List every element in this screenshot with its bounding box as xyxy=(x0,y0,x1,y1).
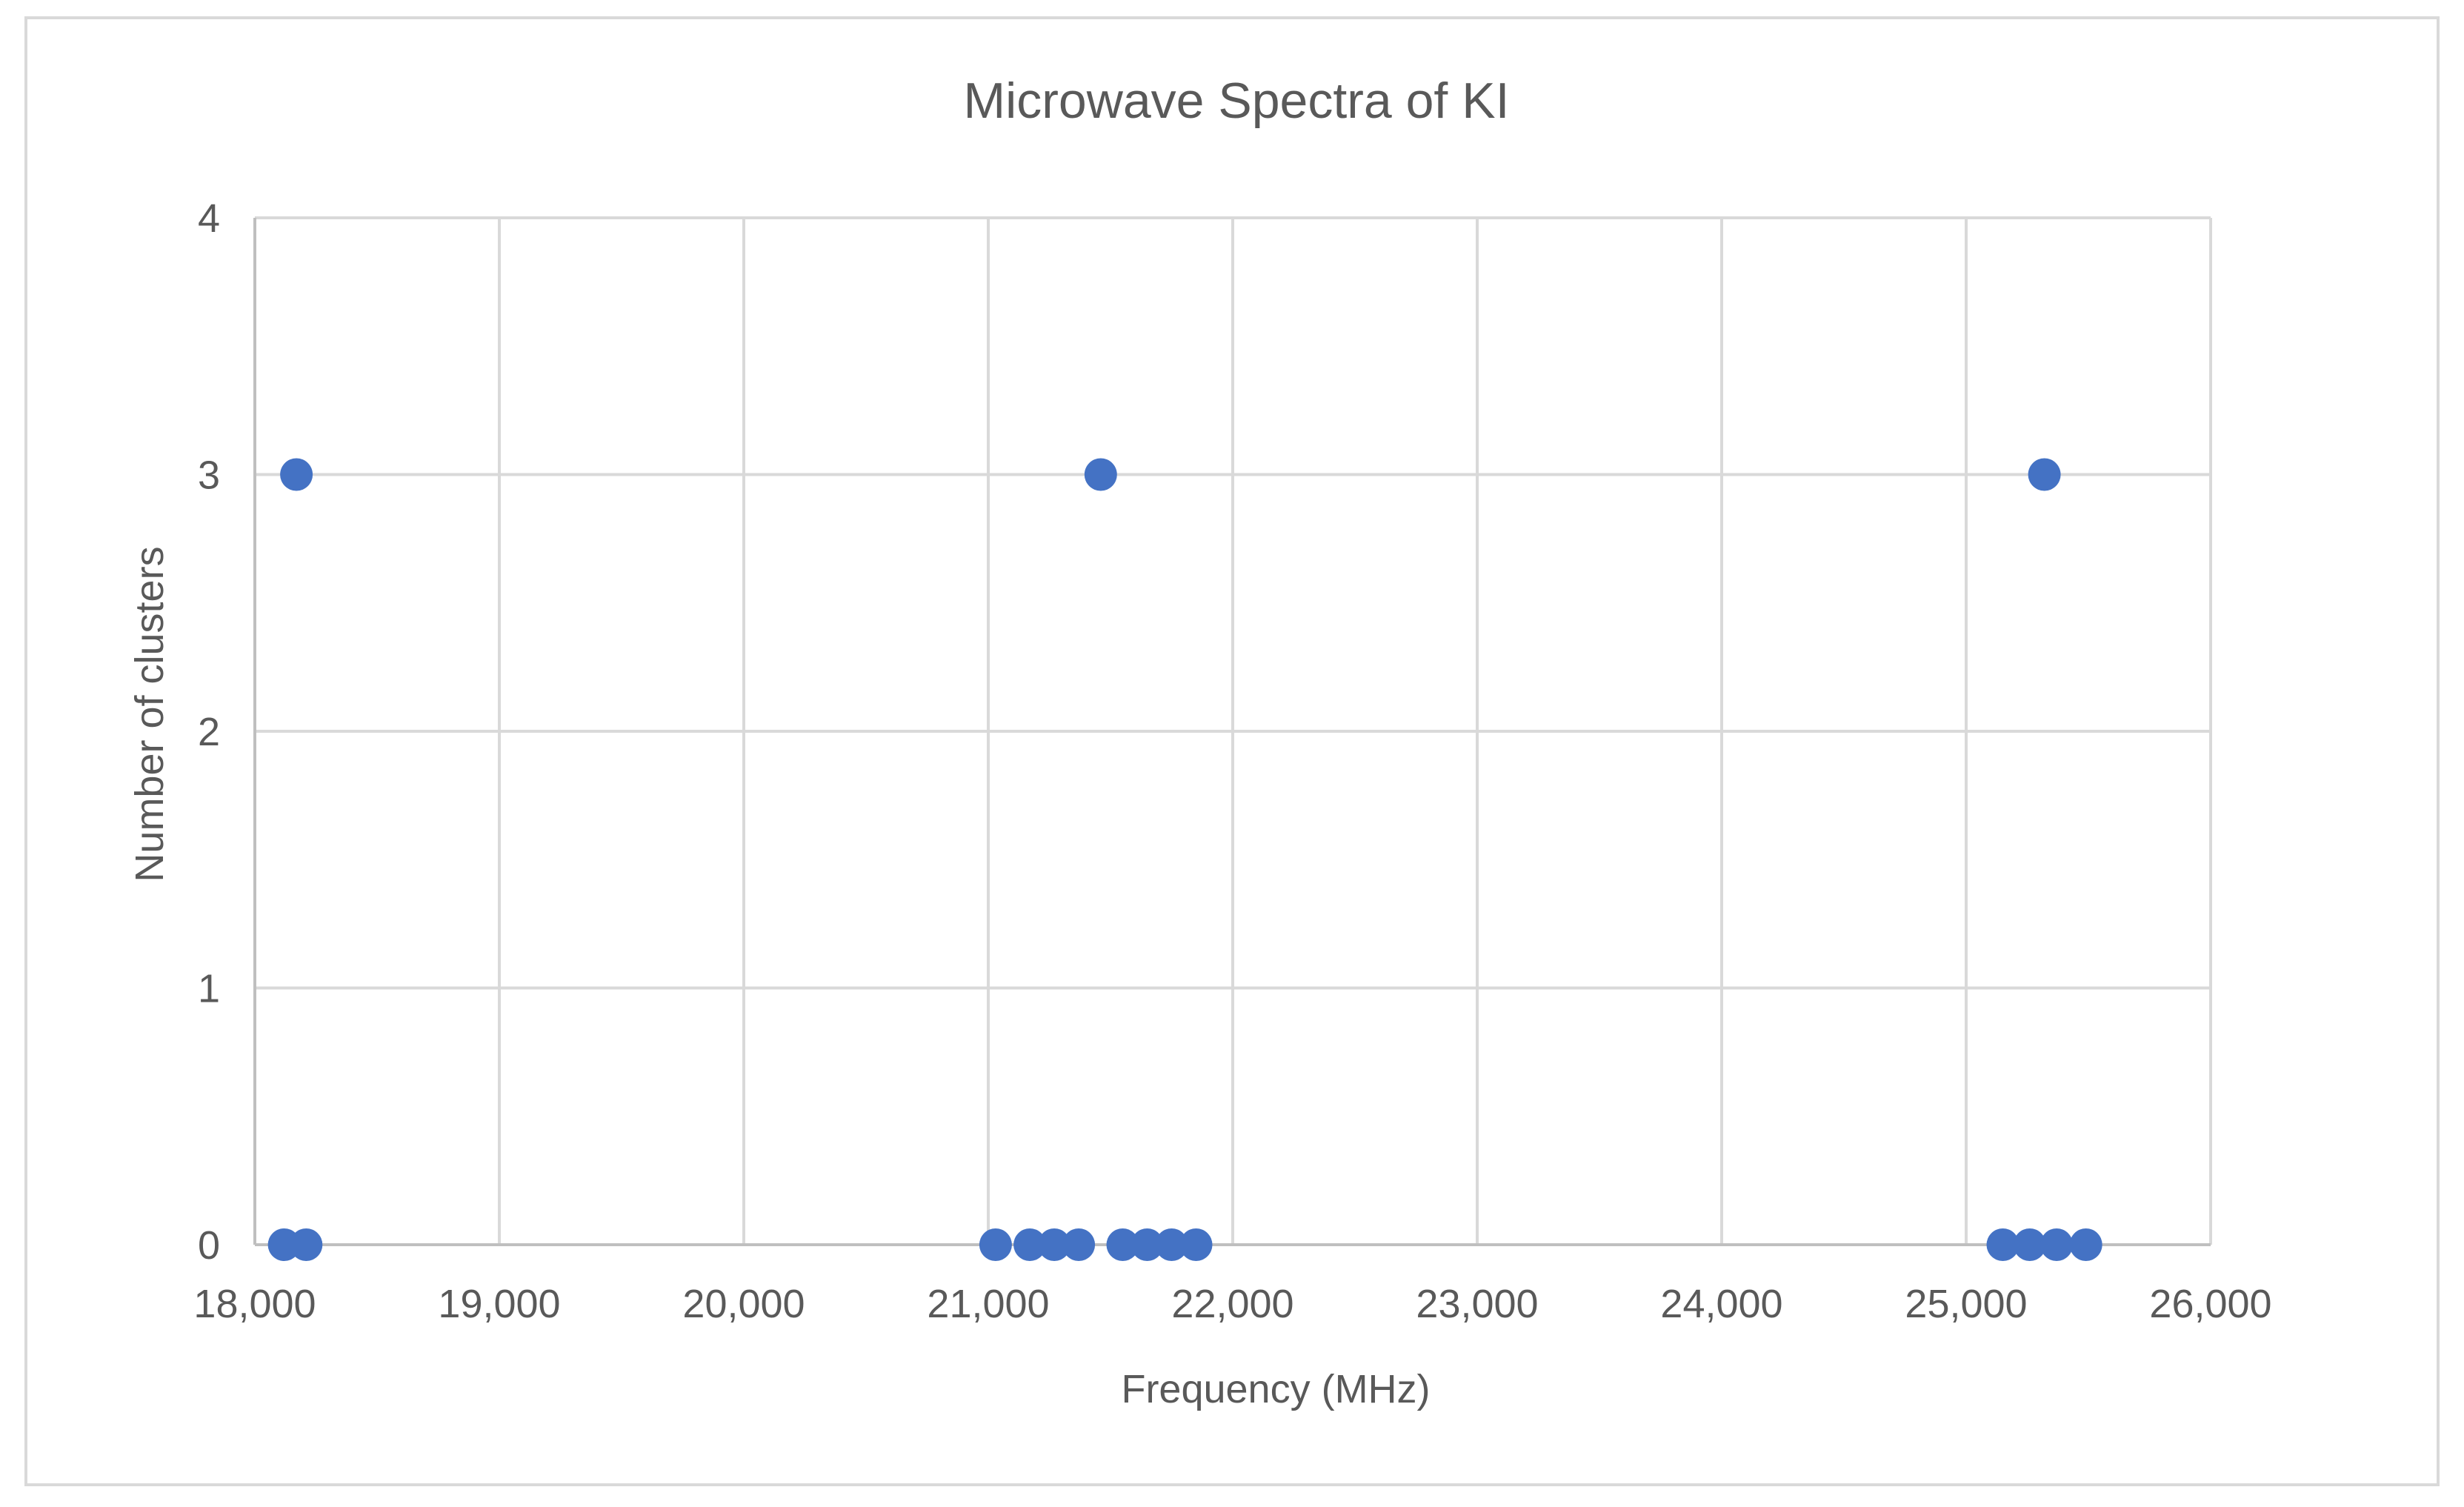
data-point xyxy=(2028,458,2061,491)
x-tick-label: 23,000 xyxy=(1416,1282,1538,1326)
data-point xyxy=(1155,1228,1188,1261)
data-point xyxy=(979,1228,1012,1261)
x-tick-label: 26,000 xyxy=(2149,1282,2271,1326)
data-point xyxy=(1131,1228,1164,1261)
data-point xyxy=(1084,458,1117,491)
chart-title: Microwave Spectra of KI xyxy=(964,73,1510,129)
x-axis-title: Frequency (MHz) xyxy=(1121,1367,1430,1411)
data-point xyxy=(1013,1228,1047,1261)
data-points xyxy=(267,458,2102,1261)
y-tick-label: 2 xyxy=(198,710,220,754)
y-tick-label: 0 xyxy=(198,1223,220,1268)
axes xyxy=(253,218,2211,1246)
data-point xyxy=(1106,1228,1139,1261)
data-point xyxy=(2040,1228,2074,1261)
x-tick-label: 20,000 xyxy=(682,1282,805,1326)
data-point xyxy=(290,1228,323,1261)
data-point xyxy=(1038,1228,1071,1261)
data-point xyxy=(2069,1228,2102,1261)
x-tick-label: 24,000 xyxy=(1660,1282,1782,1326)
data-point xyxy=(1986,1228,2020,1261)
data-point xyxy=(1179,1228,1213,1261)
y-tick-label: 3 xyxy=(198,453,220,498)
x-tick-label: 19,000 xyxy=(438,1282,560,1326)
x-tick-label: 22,000 xyxy=(1171,1282,1293,1326)
chart-frame: 18,000 19,000 20,000 21,000 22,000 23,000 24,0… xyxy=(24,16,2440,1486)
y-tick-label: 4 xyxy=(198,196,220,241)
x-tick-label: 25,000 xyxy=(1905,1282,2027,1326)
data-point xyxy=(2013,1228,2046,1261)
x-tick-label: 18,000 xyxy=(193,1282,316,1326)
tick-labels: 18,000 19,000 20,000 21,000 22,000 23,000 24,0… xyxy=(193,196,2271,1326)
y-tick-label: 1 xyxy=(198,967,220,1011)
scatter-chart: 18,000 19,000 20,000 21,000 22,000 23,000 24,0… xyxy=(127,73,2272,1411)
x-tick-label: 21,000 xyxy=(927,1282,1049,1326)
data-point xyxy=(280,458,313,491)
y-axis-title: Number of clusters xyxy=(127,546,172,882)
data-point xyxy=(1062,1228,1096,1261)
gridlines xyxy=(253,216,2212,1246)
